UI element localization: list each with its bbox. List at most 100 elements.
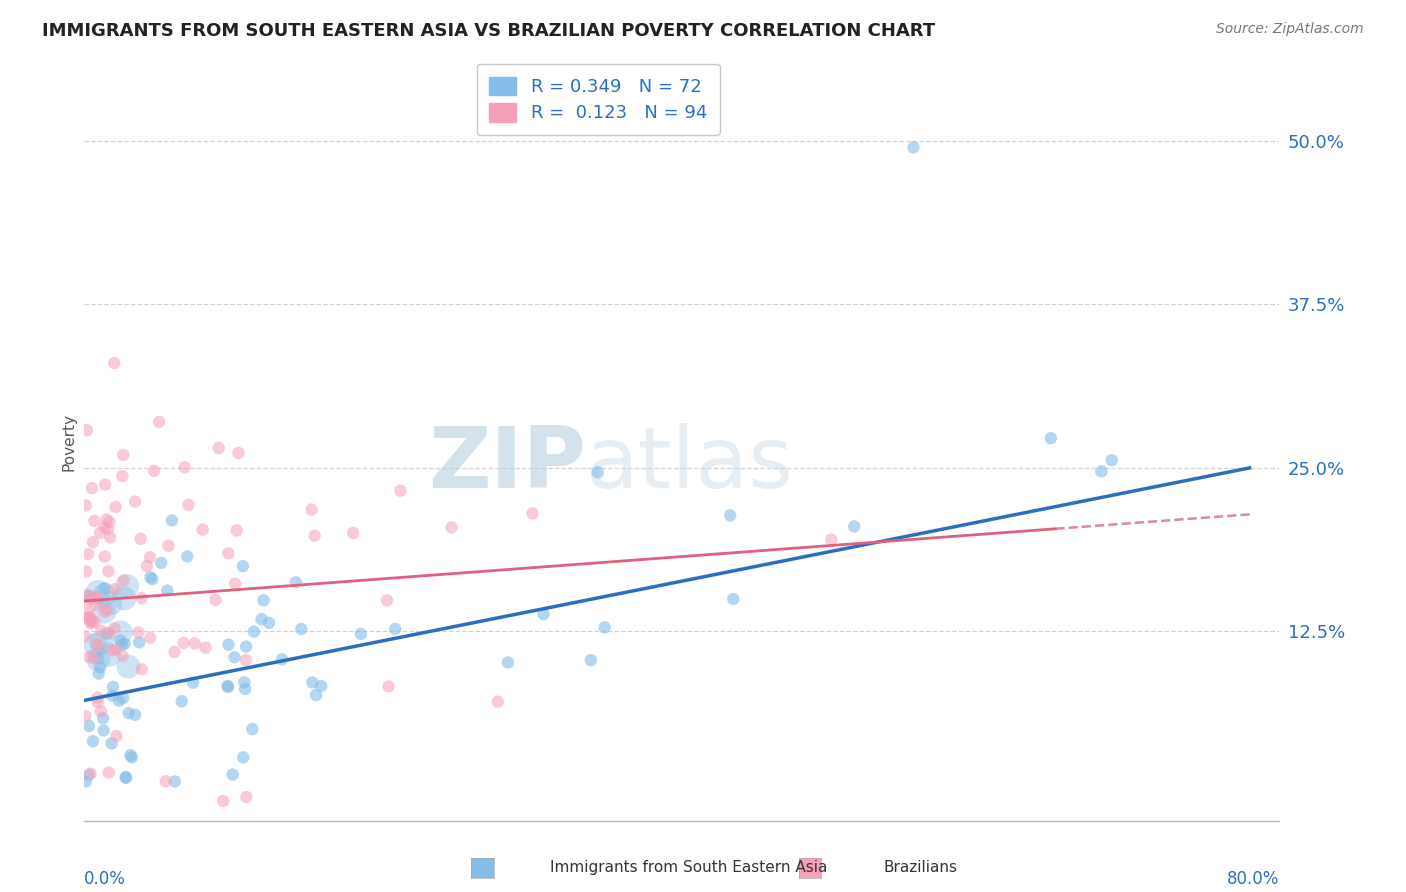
Point [723,591,745,606]
Point [96,603,118,617]
Point [114,770,136,784]
Point [79,615,101,630]
Point [252,593,274,607]
Point [96,626,118,640]
Point [82,734,104,748]
Point [84,590,107,604]
Point [121,750,143,764]
Point [135,559,157,574]
Point [117,659,139,673]
Point [225,524,247,538]
Point [101,643,124,657]
Point [377,680,399,694]
Point [93,549,115,564]
Point [290,622,312,636]
Point [104,582,127,597]
Point [83,514,105,528]
Point [228,446,250,460]
Point [73,629,96,643]
Text: ZIP: ZIP [429,423,586,506]
Point [139,631,162,645]
Point [233,675,256,690]
Point [301,675,323,690]
Point [98,515,121,529]
Point [104,642,127,657]
Point [93,520,115,534]
Point [232,559,254,574]
Point [80,481,103,495]
Point [87,652,110,666]
Point [170,694,193,708]
Point [80,591,103,606]
Text: IMMIGRANTS FROM SOUTH EASTERN ASIA VS BRAZILIAN POVERTY CORRELATION CHART: IMMIGRANTS FROM SOUTH EASTERN ASIA VS BR… [42,22,935,40]
Point [93,605,115,619]
Point [76,588,98,602]
Point [844,519,866,533]
Point [97,565,120,579]
Point [94,588,117,602]
Point [156,583,179,598]
Point [1101,453,1123,467]
Point [208,441,231,455]
Point [1090,465,1112,479]
Point [148,415,170,429]
Point [98,531,121,545]
Point [163,645,186,659]
Point [86,637,108,651]
Point [97,765,120,780]
Point [83,615,105,629]
Point [124,494,146,508]
Point [86,690,108,705]
Point [96,512,118,526]
Point [1039,431,1062,445]
Point [718,508,741,523]
Point [309,679,332,693]
Text: 80.0%: 80.0% [1227,870,1279,888]
Point [194,640,217,655]
Point [75,565,97,579]
Point [105,729,128,743]
Point [115,579,138,593]
Point [903,140,925,154]
Point [131,591,153,605]
Point [84,598,107,612]
Point [131,662,153,676]
Text: Immigrants from South Eastern Asia: Immigrants from South Eastern Asia [550,860,828,874]
Text: Brazilians: Brazilians [884,860,957,874]
Point [82,535,104,549]
Point [139,570,162,584]
Point [90,635,112,649]
Point [89,525,111,540]
Point [212,794,235,808]
Point [117,706,139,720]
Point [342,526,364,541]
Point [93,605,115,619]
Point [97,522,120,536]
Point [217,680,239,694]
Point [87,666,110,681]
Point [176,549,198,564]
Point [224,650,246,665]
Point [235,640,257,654]
Point [77,610,100,624]
Point [129,532,152,546]
Point [304,528,326,542]
Point [191,523,214,537]
Point [183,636,205,650]
Point [94,477,117,491]
Point [217,679,239,693]
Point [108,693,131,707]
Text: Source: ZipAtlas.com: Source: ZipAtlas.com [1216,22,1364,37]
Point [110,633,132,648]
Point [76,423,98,437]
Point [177,498,200,512]
Point [128,635,150,649]
Point [232,750,254,764]
Point [86,591,108,606]
Point [160,513,183,527]
Point [155,774,177,789]
Point [124,707,146,722]
Y-axis label: Poverty: Poverty [60,412,76,471]
Point [77,547,100,561]
Point [111,638,134,652]
